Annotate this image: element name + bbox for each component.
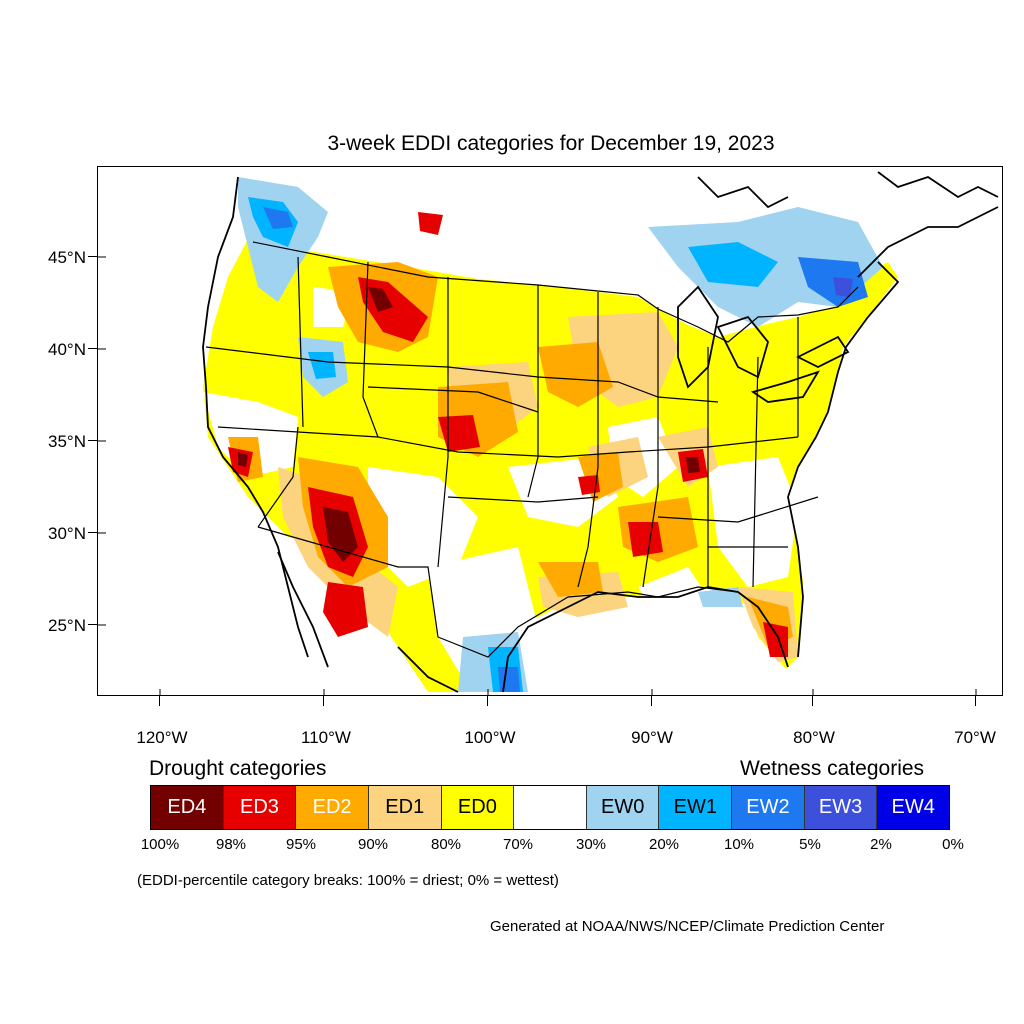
drought-heading: Drought categories — [149, 757, 327, 780]
legend-percentile: 70% — [502, 836, 534, 853]
ed4-areas — [238, 287, 700, 562]
lon-tick — [323, 696, 324, 706]
lat-tick — [88, 624, 97, 625]
map-title: 3-week EDDI categories for December 19, … — [327, 132, 775, 155]
legend-swatch-ew4: EW4 — [877, 786, 950, 829]
legend-swatch-label: ED4 — [167, 796, 207, 818]
legend-swatch-label: ED2 — [312, 796, 352, 818]
lon-label-80: 80°W — [793, 728, 835, 747]
legend-swatch-ed1: ED1 — [368, 786, 442, 829]
legend-swatch-ed0: ED0 — [441, 786, 515, 829]
legend-swatch-label: EW0 — [600, 796, 645, 818]
legend-percentile: 95% — [285, 836, 317, 853]
legend-percentile: 30% — [575, 836, 607, 853]
legend-swatch-ed3: ED3 — [223, 786, 297, 829]
lat-label-30: 30°N — [48, 524, 86, 543]
credit-line: Generated at NOAA/NWS/NCEP/Climate Predi… — [490, 918, 885, 935]
legend-swatch-label: ED1 — [385, 796, 425, 818]
legend-swatch-ew2: EW2 — [732, 786, 805, 829]
legend-color-bar: ED4 ED3 ED2 ED1 ED0 EW0 EW1 EW2 EW3 EW4 — [150, 785, 950, 830]
legend-swatch-ew3: EW3 — [804, 786, 878, 829]
wetness-heading: Wetness categories — [740, 757, 925, 780]
lat-label-25: 25°N — [48, 616, 86, 635]
wet-areas — [238, 177, 883, 692]
legend-swatch-ed2: ED2 — [296, 786, 369, 829]
lon-tick — [487, 696, 488, 706]
legend-percentile: 80% — [430, 836, 462, 853]
legend-swatch-ew0: EW0 — [586, 786, 660, 829]
lon-label-90: 90°W — [631, 728, 673, 747]
legend-swatch-label: ED3 — [240, 796, 279, 818]
legend-percentile: 20% — [648, 836, 680, 853]
lon-label-100: 100°W — [464, 728, 516, 747]
lat-label-35: 35°N — [48, 432, 86, 451]
lat-tick — [88, 532, 97, 533]
legend-percentile: 2% — [870, 836, 892, 853]
legend-swatch-label: EW1 — [673, 796, 717, 818]
legend-swatch-label: EW2 — [746, 796, 790, 818]
lat-tick — [88, 348, 97, 349]
legend-percentile: 10% — [723, 836, 755, 853]
legend-percentile: 98% — [215, 836, 247, 853]
lat-tick — [88, 440, 97, 441]
legend-percentile: 5% — [799, 836, 821, 853]
lat-label-40: 40°N — [48, 340, 86, 359]
category-note: (EDDI-percentile category breaks: 100% =… — [137, 872, 559, 889]
legend-percentile: 100% — [140, 836, 180, 853]
lon-label-110: 110°W — [301, 728, 351, 747]
legend-percentile: 90% — [357, 836, 389, 853]
legend-percentile: 0% — [942, 836, 964, 853]
legend-swatch-label: EW3 — [818, 796, 863, 818]
coastlines — [202, 171, 999, 693]
eddi-map — [97, 166, 1003, 696]
legend-swatch-label: ED0 — [457, 796, 497, 818]
lat-tick — [88, 256, 97, 257]
inner-ticks — [98, 256, 977, 695]
legend-swatch-ew1: EW1 — [659, 786, 733, 829]
lon-tick — [975, 696, 976, 706]
ed2-areas — [228, 262, 793, 647]
lon-label-120: 120°W — [136, 728, 188, 747]
lon-tick — [651, 696, 652, 706]
boundaries — [205, 241, 859, 658]
lon-tick — [812, 696, 813, 706]
map-canvas — [98, 171, 999, 695]
legend-swatch-label: EW4 — [891, 796, 935, 818]
legend-swatch-normal — [514, 786, 587, 829]
lon-label-70: 70°W — [954, 728, 996, 747]
legend-swatch-ed4: ED4 — [151, 786, 224, 829]
lon-tick — [159, 696, 160, 706]
lat-label-45: 45°N — [48, 248, 86, 267]
